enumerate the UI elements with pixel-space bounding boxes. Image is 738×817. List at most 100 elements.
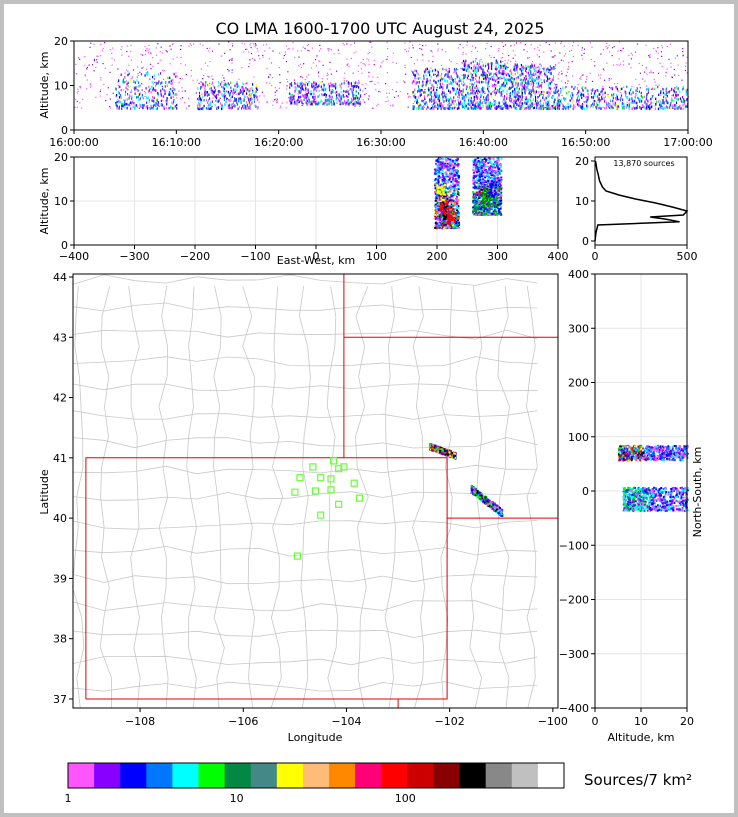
time-height-source: [493, 90, 495, 93]
time-height-source: [157, 100, 159, 103]
time-height-source: [595, 100, 597, 102]
time-height-source: [530, 102, 532, 105]
time-height-source: [174, 88, 176, 91]
time-height-source: [589, 72, 591, 74]
time-height-source: [432, 55, 434, 57]
time-height-source: [548, 43, 550, 46]
time-height-source: [568, 91, 570, 94]
time-height-source: [510, 71, 512, 74]
ew-source: [435, 195, 438, 198]
time-height-source: [472, 69, 474, 72]
ew-source: [444, 179, 447, 182]
time-height-source: [521, 72, 523, 76]
ew-source: [448, 163, 451, 166]
time-height-source: [494, 91, 496, 95]
time-height-source: [470, 101, 473, 104]
time-height-source: [540, 64, 542, 68]
time-height-source: [648, 55, 650, 57]
ew-source: [453, 201, 456, 204]
time-height-source: [249, 93, 251, 96]
time-height-source: [304, 89, 306, 91]
ew-source: [443, 192, 446, 195]
time-height-source: [535, 90, 538, 93]
time-height-source: [681, 100, 683, 103]
time-height-source: [76, 100, 78, 103]
time-height-source: [577, 44, 579, 46]
time-height-source: [508, 107, 510, 110]
ew-source: [497, 177, 500, 180]
time-height-source: [300, 86, 302, 90]
ew-source: [484, 163, 487, 166]
time-height-source: [202, 95, 204, 99]
time-height-source: [445, 99, 447, 102]
time-height-source: [157, 43, 159, 45]
time-height-source: [377, 82, 379, 84]
time-height-source: [113, 59, 115, 61]
time-height-source: [539, 93, 542, 96]
time-height-source: [230, 86, 232, 89]
time-height-source: [292, 48, 294, 50]
time-height-source: [350, 57, 352, 60]
time-height-source: [306, 99, 308, 103]
ew-source: [440, 224, 443, 226]
time-height-source: [224, 103, 226, 106]
time-height-source: [459, 107, 461, 110]
time-height-source: [440, 64, 443, 66]
time-height-source: [596, 95, 599, 98]
time-height-source: [465, 104, 467, 107]
time-height-source: [535, 73, 537, 76]
time-height-source: [123, 103, 126, 106]
ew-altitude-sources: [73, 156, 559, 246]
time-height-source: [481, 61, 483, 63]
time-height-source: [441, 85, 443, 89]
time-height-source: [163, 69, 165, 72]
time-height-source: [590, 89, 592, 91]
ew-source: [496, 157, 499, 159]
time-height-source: [602, 68, 604, 70]
ew-source: [452, 168, 454, 171]
time-height-source: [253, 97, 256, 100]
time-height-source: [576, 103, 579, 106]
time-height-source: [645, 44, 647, 46]
time-height-source: [596, 89, 598, 92]
time-height-source: [311, 100, 313, 103]
ew-source: [443, 226, 446, 229]
time-height-source: [434, 101, 436, 104]
time-height-source: [109, 71, 111, 73]
time-height-source: [371, 46, 373, 48]
time-height-source: [521, 93, 523, 96]
time-height-source: [243, 99, 245, 102]
time-height-source: [530, 74, 532, 77]
time-height-source: [475, 66, 477, 69]
time-height-source: [660, 91, 662, 94]
time-height-source: [506, 81, 508, 84]
time-height-source: [467, 88, 469, 91]
time-height-source: [205, 82, 207, 86]
time-height-source: [208, 76, 210, 78]
time-height-source: [646, 73, 648, 75]
time-height-source: [625, 91, 627, 94]
time-height-source: [534, 93, 536, 96]
time-height-source: [482, 77, 484, 80]
time-height-source: [217, 85, 219, 88]
time-height-source: [502, 81, 505, 85]
time-height-source: [287, 81, 289, 83]
time-height-source: [546, 75, 548, 79]
time-height-source: [572, 55, 575, 58]
time-height-source: [638, 62, 640, 65]
time-height-source: [385, 100, 387, 103]
ew-source: [451, 187, 453, 190]
time-height-source: [148, 85, 150, 89]
time-height-source: [467, 107, 469, 110]
time-height-source: [539, 84, 541, 87]
time-height-source: [133, 86, 135, 90]
time-height-source: [608, 78, 610, 80]
time-height-source: [565, 105, 567, 108]
time-height-source: [466, 85, 468, 88]
time-height-source: [200, 68, 202, 70]
time-height-source: [675, 94, 677, 97]
time-height-source: [479, 105, 481, 108]
time-height-source: [616, 103, 618, 107]
time-height-source: [593, 61, 595, 63]
time-height-source: [308, 81, 310, 84]
